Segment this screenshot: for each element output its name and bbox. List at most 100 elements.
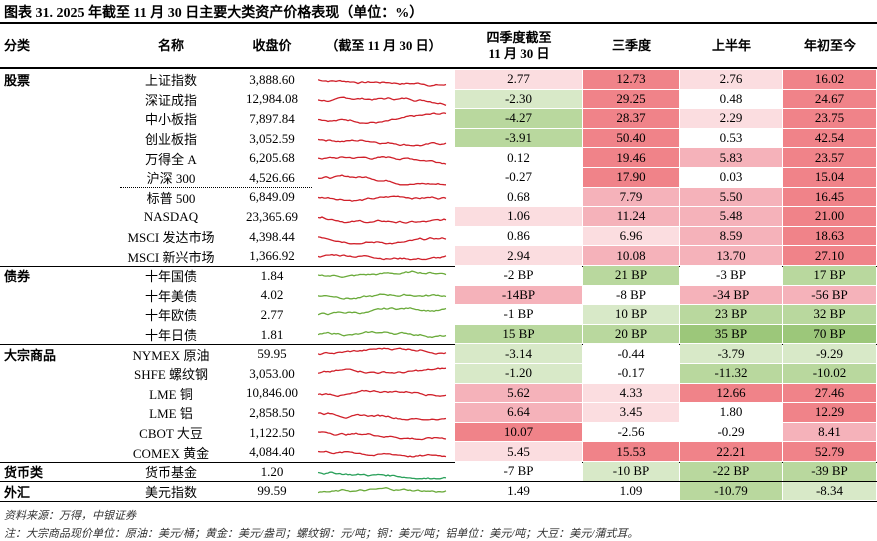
- sparkline: [318, 112, 447, 125]
- return-cell: 35 BP: [680, 324, 782, 344]
- sparkline: [318, 236, 447, 245]
- return-cell: 6.64: [455, 403, 582, 422]
- header-cell: 分类: [4, 38, 31, 53]
- return-cell: 2.94: [455, 246, 582, 265]
- sparkline-path: [318, 347, 447, 356]
- header-cell: 上半年: [711, 38, 751, 53]
- rule: [0, 22, 877, 24]
- asset-name: 货币基金: [144, 465, 197, 481]
- sparkline: [318, 486, 447, 493]
- sparkline: [318, 347, 447, 356]
- sparkline-path: [318, 293, 447, 300]
- header-cell: 名称: [157, 38, 184, 53]
- sparkline-path: [318, 389, 447, 397]
- return-cell: -3.91: [455, 128, 582, 148]
- return-cell: -34 BP: [680, 285, 782, 305]
- return-cell: 3.45: [583, 403, 679, 422]
- return-cell: -10.79: [680, 481, 782, 501]
- close-price: 3,052.59: [249, 130, 295, 146]
- sparkline-path: [318, 451, 447, 458]
- group-label: 股票: [4, 73, 31, 89]
- header-line: 四季度截至: [486, 30, 552, 45]
- close-price: 12,984.08: [246, 91, 298, 107]
- sparkline-path: [318, 156, 447, 166]
- return-cell: -22 BP: [680, 462, 782, 481]
- return-cell: 15.53: [583, 442, 679, 461]
- return-cell: 0.48: [680, 89, 782, 109]
- sparkline-path: [318, 96, 447, 106]
- return-cell: 2.29: [680, 109, 782, 128]
- header-line: 11 月 30 日: [488, 46, 550, 61]
- sparkline: [318, 174, 447, 186]
- close-price: 6,205.68: [249, 150, 295, 166]
- close-price: 10,846.00: [246, 385, 298, 401]
- rule: [0, 481, 877, 483]
- close-price: 7,897.84: [249, 110, 295, 126]
- return-cell: -4.27: [455, 109, 582, 128]
- return-cell: 12.29: [783, 403, 876, 422]
- close-price: 3,053.00: [249, 365, 295, 381]
- sparkline: [318, 96, 447, 106]
- asset-name: 十年美债: [144, 288, 197, 304]
- return-cell: -8 BP: [583, 285, 679, 305]
- return-cell: 21 BP: [583, 266, 679, 285]
- return-cell: 1.06: [455, 207, 582, 226]
- close-price: 59.95: [257, 346, 287, 362]
- asset-name: 十年日债: [144, 328, 197, 344]
- asset-name: 十年欧债: [144, 308, 197, 324]
- return-cell: 2.76: [680, 70, 782, 89]
- return-cell: 10.08: [583, 246, 679, 265]
- close-price: 1,366.92: [249, 248, 295, 264]
- return-cell: 7.79: [583, 187, 679, 207]
- dotted-rule: [120, 186, 312, 188]
- asset-name: MSCI 发达市场: [127, 230, 215, 246]
- sparkline: [318, 254, 447, 261]
- sparkline-path: [318, 138, 447, 147]
- return-cell: -2.30: [455, 89, 582, 109]
- group-label: 大宗商品: [4, 347, 57, 363]
- asset-name: MSCI 新兴市场: [127, 249, 215, 265]
- return-cell: -2.56: [583, 422, 679, 442]
- return-cell: 10.07: [455, 422, 582, 442]
- asset-name: LME 铜: [149, 386, 193, 402]
- return-cell: -11.32: [680, 364, 782, 383]
- return-cell: 27.10: [783, 246, 876, 265]
- sparkline-path: [318, 254, 447, 261]
- sparkline: [318, 412, 447, 421]
- return-cell: 20 BP: [583, 324, 679, 344]
- sparkline-path: [318, 236, 447, 245]
- sparkline: [318, 270, 447, 278]
- close-price: 23,365.69: [246, 208, 298, 224]
- return-cell: 0.68: [455, 187, 582, 207]
- group-label: 债券: [4, 269, 31, 285]
- return-cell: 22.21: [680, 442, 782, 461]
- table-title: 图表 31. 2025 年截至 11 月 30 日主要大类资产价格表现（单位：%…: [4, 6, 424, 21]
- sparkline: [318, 138, 447, 147]
- rule: [0, 461, 877, 463]
- close-price: 99.59: [257, 483, 287, 499]
- return-cell: 29.25: [583, 89, 679, 109]
- rule: [0, 500, 877, 502]
- sparkline: [318, 307, 447, 316]
- close-price: 2,858.50: [249, 404, 295, 420]
- sparkline: [318, 451, 447, 458]
- return-cell: 10 BP: [583, 305, 679, 324]
- asset-name: CBOT 大豆: [139, 426, 203, 442]
- return-cell: 23.57: [783, 148, 876, 167]
- sparkline: [318, 431, 447, 441]
- return-cell: 28.37: [583, 109, 679, 128]
- group-label: 货币类: [4, 465, 44, 481]
- return-cell: 1.09: [583, 481, 679, 501]
- return-cell: 23 BP: [680, 305, 782, 324]
- return-cell: -3 BP: [680, 266, 782, 285]
- asset-name: COMEX 黄金: [132, 445, 210, 461]
- return-cell: 23.75: [783, 109, 876, 128]
- asset-name: 美元指数: [144, 484, 197, 500]
- return-cell: -1 BP: [455, 305, 582, 324]
- return-cell: 4.33: [583, 383, 679, 403]
- asset-name: 沪深 300: [146, 171, 196, 187]
- sparkline-path: [318, 367, 447, 375]
- return-cell: 42.54: [783, 128, 876, 148]
- return-cell: 16.02: [783, 70, 876, 89]
